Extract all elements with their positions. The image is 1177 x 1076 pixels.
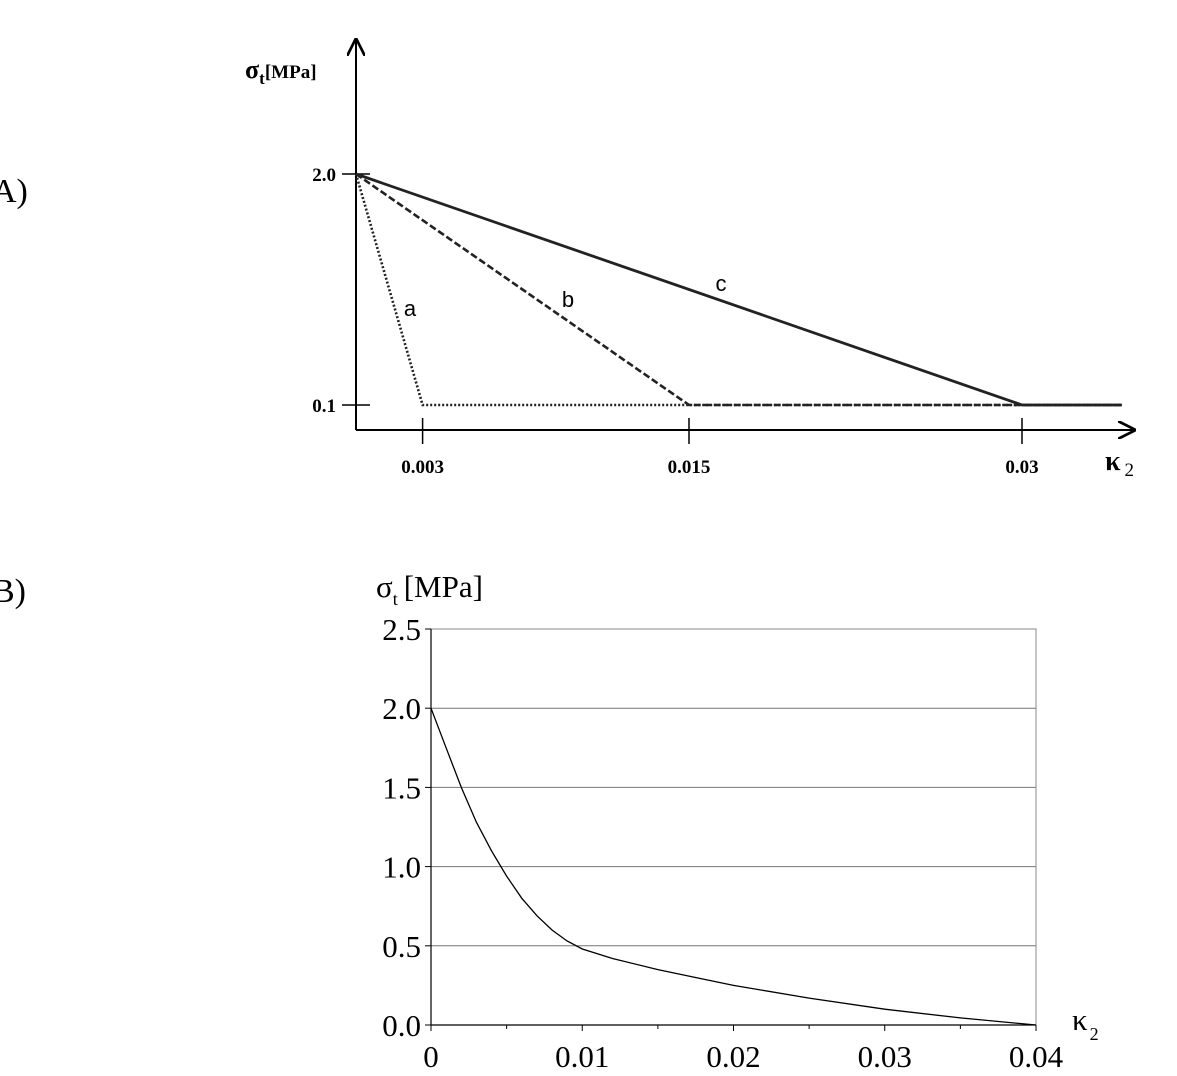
chart-b-x-sub: 2 bbox=[1090, 1024, 1099, 1044]
chart-b-y-tick-label: 0.5 bbox=[382, 929, 421, 964]
chart-b-x-symbol: κ bbox=[1072, 1002, 1088, 1037]
chart-b-x-tick-label: 0 bbox=[423, 1039, 439, 1074]
chart-b-y-unit: [MPa] bbox=[404, 569, 483, 604]
chart-a-x-tick-label: 0.015 bbox=[668, 457, 711, 478]
chart-a-x-tick-label: 0.003 bbox=[401, 457, 444, 478]
chart-a-series-label-a: a bbox=[404, 296, 417, 321]
chart-a-series-c bbox=[355, 172, 1122, 407]
chart-b-x-tick-label: 0.03 bbox=[858, 1039, 912, 1074]
chart-a-x-tick-label: 0.03 bbox=[1005, 457, 1038, 478]
chart-b-y-tick-label: 1.0 bbox=[382, 850, 421, 885]
chart-b-y-tick-label: 1.5 bbox=[382, 770, 421, 805]
chart-b-plot-frame bbox=[430, 628, 1037, 1026]
chart-b-x-tick-label: 0.04 bbox=[1009, 1039, 1064, 1074]
chart-a-x-sub: 2 bbox=[1125, 460, 1135, 481]
chart-b-y-tick-label: 0.0 bbox=[382, 1008, 421, 1043]
chart-a-y-axis-label: σt[MPa] bbox=[245, 55, 317, 88]
chart-b-y-symbol: σ bbox=[376, 569, 393, 604]
chart-b-y-tick-label: 2.0 bbox=[382, 691, 421, 726]
chart-b-x-tick-label: 0.01 bbox=[555, 1039, 609, 1074]
chart-b-x-tick-label: 0.02 bbox=[706, 1039, 760, 1074]
chart-a-series-b bbox=[355, 172, 1122, 407]
chart-a-series-label-c: c bbox=[716, 271, 727, 296]
chart-b-series-line bbox=[430, 707, 1037, 1026]
chart-a-y-tick-label: 2.0 bbox=[312, 165, 336, 186]
chart-b-y-axis-label: σt [MPa] bbox=[376, 569, 483, 609]
chart-a-y-unit: [MPa] bbox=[265, 62, 317, 83]
chart-a-y-symbol: σ bbox=[245, 55, 259, 84]
chart-a-y-sub: t bbox=[259, 69, 265, 88]
chart-b-y-tick-label: 2.5 bbox=[382, 612, 421, 647]
chart-a-series-label-b: b bbox=[562, 287, 574, 312]
chart-a-series-a bbox=[354, 173, 1122, 407]
chart-a-y-tick-label: 0.1 bbox=[312, 396, 336, 417]
chart-a-x-symbol: κ bbox=[1105, 446, 1121, 477]
panel-a-label: A) bbox=[0, 173, 28, 210]
panel-b-label: B) bbox=[0, 573, 26, 610]
chart-b-y-sub: t bbox=[393, 589, 398, 609]
